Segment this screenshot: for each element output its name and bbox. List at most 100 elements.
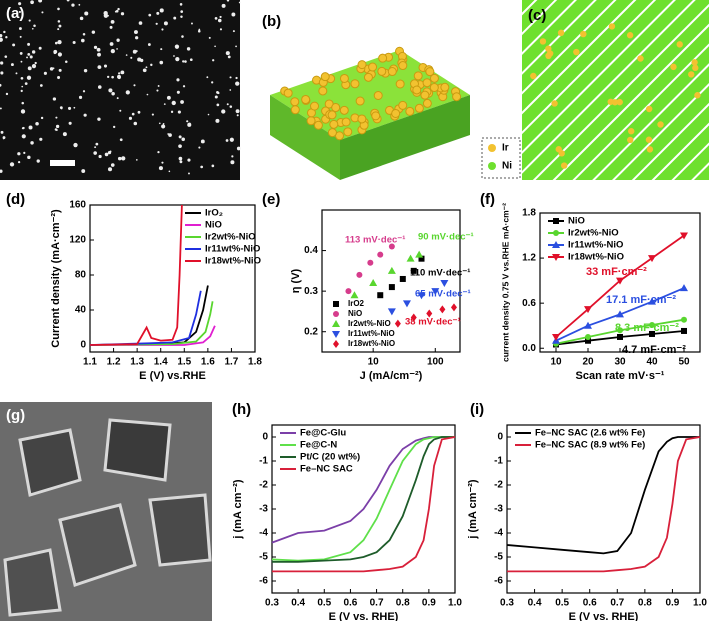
dot (133, 121, 138, 126)
y-tick-label: -6 (259, 576, 268, 587)
legend-text: IrO₂ (205, 208, 223, 219)
dot (135, 36, 139, 40)
atom (611, 99, 619, 106)
x-tick-label: 0.9 (422, 598, 436, 609)
dot (0, 33, 3, 38)
atom (343, 127, 353, 137)
dot (208, 36, 211, 39)
atom (452, 92, 462, 102)
dot (217, 18, 222, 23)
x-tick-label: 1.0 (448, 598, 462, 609)
legend-text: Fe–NC SAC (8.9 wt% Fe) (535, 440, 645, 451)
marker (680, 232, 688, 240)
annotation: 110 mV·dec⁻¹ (410, 268, 470, 279)
dot (53, 51, 57, 55)
dot (91, 30, 96, 34)
dot (120, 12, 125, 16)
dot (125, 90, 130, 95)
marker (450, 303, 457, 312)
atom (676, 41, 683, 48)
marker (585, 337, 591, 344)
atom (414, 103, 424, 113)
dot (17, 152, 21, 156)
dot (60, 107, 63, 110)
dot (97, 65, 102, 70)
x-tick-label: 1.6 (201, 357, 215, 368)
atom (395, 79, 405, 89)
y-tick-label: -4 (494, 528, 503, 539)
y-axis-label: j (mA cm⁻²) (467, 479, 479, 540)
crystal-side (340, 95, 470, 180)
dot (5, 36, 8, 39)
dot (67, 106, 72, 110)
y-axis-label: j (mA cm⁻²) (232, 479, 244, 540)
atom (628, 128, 635, 135)
dot (217, 91, 220, 95)
dot (231, 155, 234, 158)
x-tick-label: 0.3 (500, 598, 514, 609)
dot (117, 75, 121, 80)
dot (110, 19, 115, 24)
series-line (89, 290, 202, 346)
dot (157, 151, 160, 154)
dot (19, 35, 22, 38)
dot (197, 29, 201, 33)
atom (377, 66, 387, 76)
x-tick-label: 1.3 (130, 357, 144, 368)
annotation: 38 mV·dec⁻¹ (405, 317, 461, 328)
x-tick-label: 100 (427, 357, 444, 368)
dot (180, 100, 184, 104)
atom (580, 30, 587, 38)
y-tick-label: 80 (75, 270, 87, 281)
atom (357, 60, 367, 70)
marker (649, 330, 655, 337)
legend-text: Ir11wt%-NiO (568, 240, 623, 251)
dot (236, 146, 241, 151)
legend-marker (333, 340, 339, 348)
legend-marker (553, 218, 559, 224)
y-tick-label: 0.2 (304, 326, 318, 337)
dot (109, 25, 113, 29)
dot (226, 103, 229, 106)
legend-text: NiO (348, 309, 362, 318)
dot (131, 112, 135, 116)
dot (179, 160, 183, 164)
dot (155, 22, 158, 25)
dot (22, 126, 25, 130)
atom (329, 119, 339, 129)
dot (174, 44, 180, 49)
dot (111, 91, 115, 96)
dot (18, 2, 22, 6)
atom (657, 121, 664, 128)
x-tick-label: 0.4 (528, 598, 542, 609)
dot (151, 113, 154, 116)
dot (119, 138, 123, 142)
atom (339, 105, 349, 115)
dot (110, 163, 115, 167)
dot (0, 71, 4, 75)
dot (116, 38, 120, 42)
atom (398, 100, 408, 110)
dot (83, 68, 88, 73)
series-line (507, 436, 701, 573)
dot (130, 56, 133, 59)
y-tick-label: -5 (259, 552, 268, 563)
dot (36, 159, 40, 163)
dot (180, 10, 184, 14)
marker (388, 284, 395, 291)
legend-marker (553, 230, 559, 236)
y-tick-label: -6 (494, 576, 503, 587)
dot (176, 78, 180, 82)
marker (617, 327, 623, 334)
dot (55, 116, 58, 119)
marker (426, 309, 433, 318)
y-tick-label: 0 (80, 340, 86, 351)
legend-text: Ir18wt%-NiO (205, 256, 261, 267)
x-tick-label: 1.4 (154, 357, 168, 368)
dot (93, 151, 97, 155)
x-tick-label: 0.5 (317, 598, 331, 609)
dot (179, 3, 183, 6)
annotation: 17.1 mF·cm⁻² (606, 294, 676, 306)
y-tick-label: -2 (259, 480, 268, 491)
atom (616, 98, 623, 106)
